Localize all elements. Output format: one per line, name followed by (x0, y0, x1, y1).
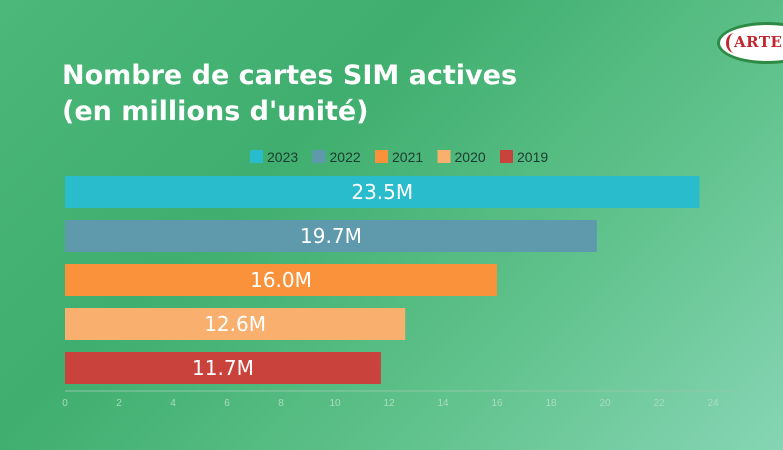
x-tick-label-10: 10 (329, 398, 341, 409)
legend-label-2022: 2022 (330, 149, 361, 165)
logo-swoosh-icon (726, 33, 743, 53)
x-tick-label-0: 0 (62, 398, 68, 409)
bar-value-label-2021: 16.0M (250, 268, 312, 292)
legend-label-2019: 2019 (517, 149, 548, 165)
bar-2021 (65, 264, 497, 296)
bar-value-label-2019: 11.7M (192, 356, 254, 380)
bar-value-label-2022: 19.7M (300, 224, 362, 248)
bar-2022 (65, 220, 597, 252)
x-tick-label-14: 14 (437, 398, 449, 409)
bar-2023 (65, 176, 700, 208)
logo-text: ARTEC (734, 33, 783, 51)
legend-swatch-2023 (250, 150, 263, 163)
legend-swatch-2019 (500, 150, 513, 163)
legend-label-2021: 2021 (392, 149, 423, 165)
bar-2019 (65, 352, 381, 384)
x-tick-label-16: 16 (491, 398, 503, 409)
x-tick-label-22: 22 (653, 398, 665, 409)
chart-title: Nombre de cartes SIM actives (en million… (62, 58, 517, 130)
chart-title-line-2: (en millions d'unité) (62, 96, 369, 127)
bar-value-label-2023: 23.5M (351, 180, 413, 204)
legend-label-2020: 2020 (455, 149, 486, 165)
artec-logo: ARTEC (717, 22, 783, 64)
legend-swatch-2020 (437, 150, 451, 163)
bar-2020 (65, 308, 406, 340)
chart-title-line-1: Nombre de cartes SIM actives (62, 60, 518, 91)
legend-swatch-2021 (375, 150, 388, 163)
x-tick-label-6: 6 (224, 398, 230, 409)
x-tick-label-8: 8 (278, 398, 284, 409)
x-tick-label-12: 12 (383, 398, 395, 409)
x-tick-label-18: 18 (545, 398, 557, 409)
x-tick-label-24: 24 (707, 398, 719, 409)
x-tick-label-4: 4 (170, 398, 176, 409)
x-tick-label-2: 2 (116, 398, 122, 409)
legend-label-2023: 2023 (267, 149, 298, 165)
x-tick-label-20: 20 (599, 398, 611, 409)
legend-swatch-2022 (312, 150, 326, 163)
bar-value-label-2020: 12.6M (204, 312, 266, 336)
